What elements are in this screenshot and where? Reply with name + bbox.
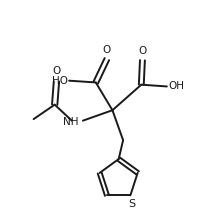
- Text: NH: NH: [62, 118, 78, 127]
- Text: O: O: [52, 67, 61, 76]
- Text: O: O: [138, 46, 146, 56]
- Text: S: S: [129, 199, 136, 209]
- Text: HO: HO: [52, 76, 68, 86]
- Text: O: O: [103, 45, 111, 55]
- Text: OH: OH: [168, 81, 184, 91]
